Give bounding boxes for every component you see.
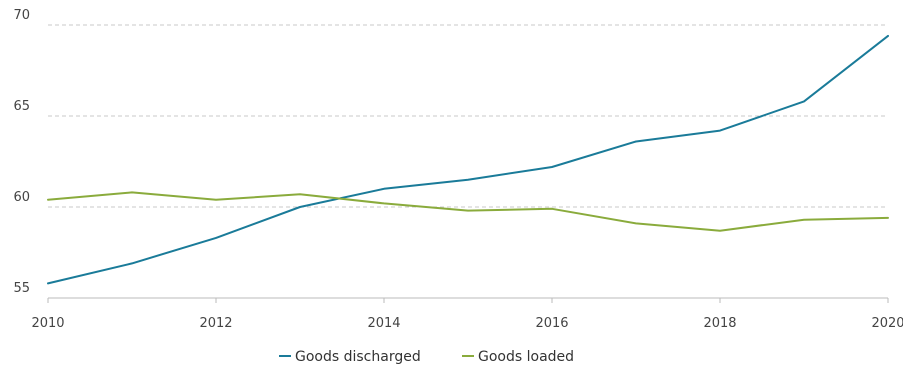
x-tick-label: 2020 xyxy=(871,316,903,331)
legend-label[interactable]: Goods discharged xyxy=(295,349,421,365)
x-tick-label: 2016 xyxy=(535,316,568,331)
series-line-goods-loaded[interactable] xyxy=(47,191,889,232)
x-tick-label: 2010 xyxy=(31,316,64,331)
legend-label[interactable]: Goods loaded xyxy=(478,349,574,365)
y-tick-label: 65 xyxy=(13,99,30,114)
x-tick-label: 2014 xyxy=(367,316,400,331)
x-tick-label: 2012 xyxy=(199,316,232,331)
y-tick-label: 55 xyxy=(13,281,30,296)
y-axis: 55 60 65 70 xyxy=(13,8,30,296)
x-tick-label: 2018 xyxy=(703,316,736,331)
y-tick-label: 70 xyxy=(13,8,30,23)
x-axis: 2010 2012 2014 2016 2018 2020 xyxy=(31,297,903,331)
series-lines xyxy=(47,34,889,285)
y-tick-label: 60 xyxy=(13,190,30,205)
series-line-goods-discharged[interactable] xyxy=(47,34,889,285)
grid-lines xyxy=(48,24,888,208)
legend[interactable]: Goods discharged Goods loaded xyxy=(279,349,574,365)
